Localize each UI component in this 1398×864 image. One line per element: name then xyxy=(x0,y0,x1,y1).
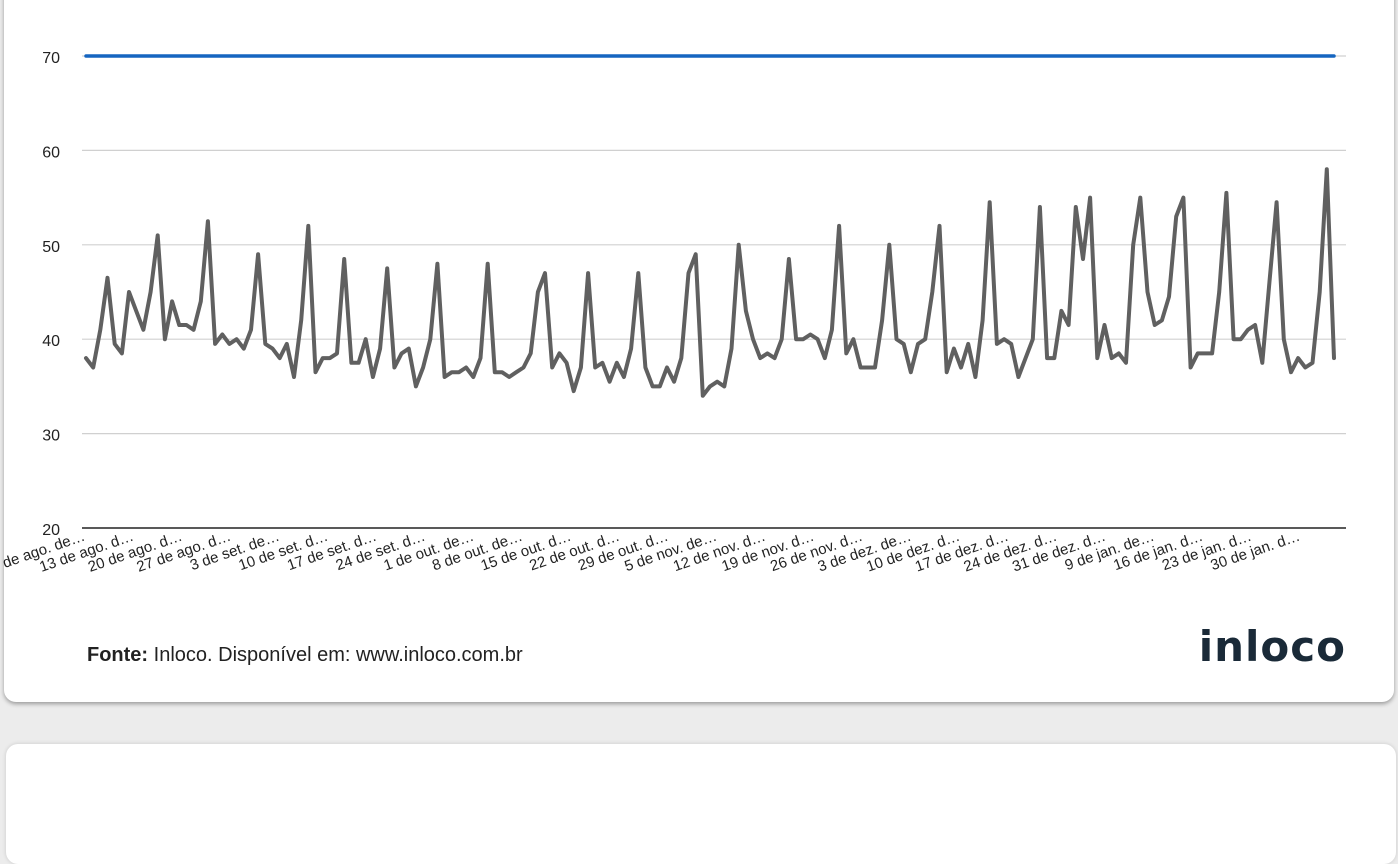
x-axis-ticks: 6 de ago. de…13 de ago. d…20 de ago. d…2… xyxy=(0,528,1302,576)
y-tick-label: 70 xyxy=(42,50,60,67)
y-tick-label: 40 xyxy=(42,333,60,350)
series-line-1 xyxy=(84,167,1336,398)
y-tick-label: 60 xyxy=(42,144,60,161)
y-tick-label: 50 xyxy=(42,239,60,256)
next-card xyxy=(6,744,1396,864)
source-text: Inloco. Disponível em: www.inloco.com.br xyxy=(148,644,523,666)
source-label: Fonte: xyxy=(87,644,149,666)
source-note: Fonte: Inloco. Disponível em: www.inloco… xyxy=(87,644,523,667)
y-axis-ticks: 20 30 40 50 60 70 xyxy=(42,50,60,539)
line-chart: 20 30 40 50 60 70 6 de ago. de…13 de ago. d…2… xyxy=(0,50,1346,576)
inloco-logo: inloco xyxy=(1198,622,1346,671)
chart-series xyxy=(84,54,1336,398)
chart-grid xyxy=(82,55,1346,529)
y-tick-label: 20 xyxy=(42,522,60,539)
y-tick-label: 30 xyxy=(42,428,60,445)
